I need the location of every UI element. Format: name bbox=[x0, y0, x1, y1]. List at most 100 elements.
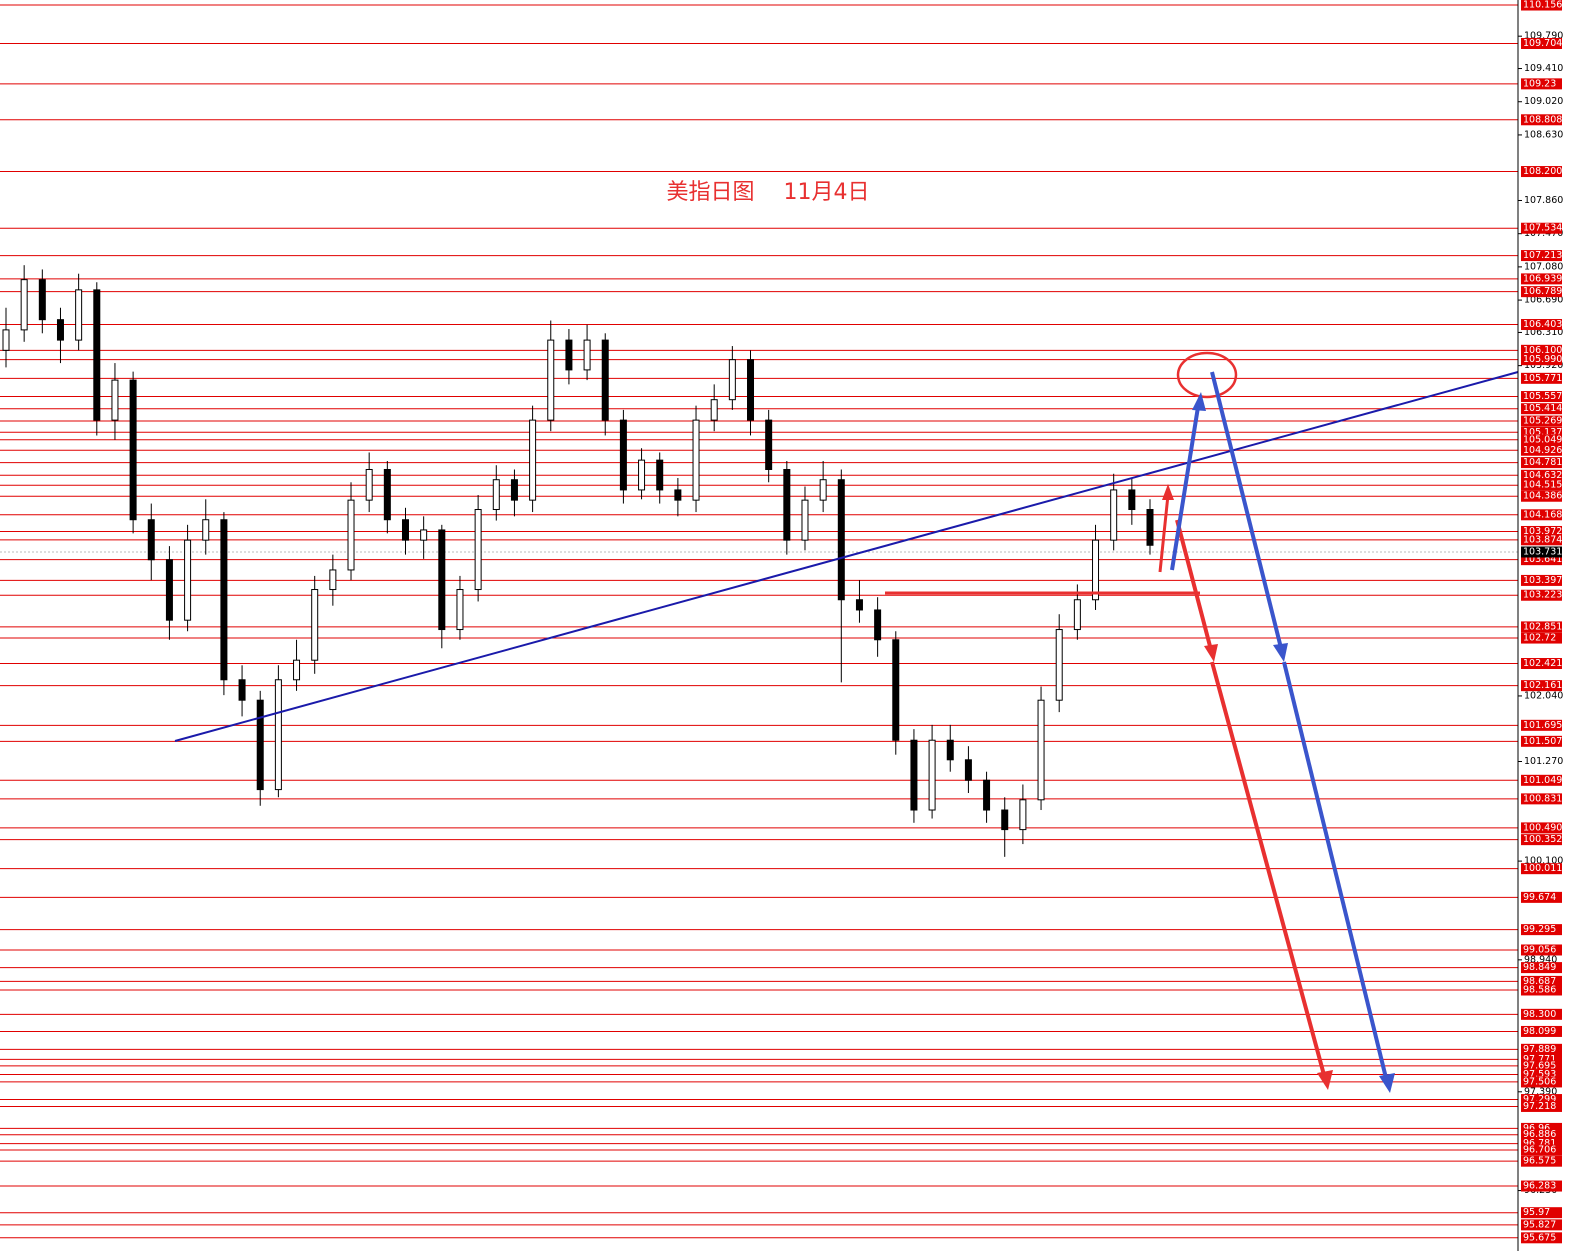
level-label-box bbox=[1521, 479, 1562, 491]
candle-body bbox=[383, 468, 391, 521]
level-label: 104.781 bbox=[1523, 457, 1562, 468]
level-label-box bbox=[1521, 1207, 1562, 1219]
level-label-box bbox=[1521, 1043, 1562, 1055]
level-label-box bbox=[1521, 863, 1562, 875]
level-label: 97.593 bbox=[1523, 1069, 1556, 1080]
level-label-box bbox=[1521, 1008, 1562, 1020]
level-label: 108.200 bbox=[1523, 166, 1562, 177]
candles bbox=[2, 265, 1154, 857]
level-label: 106.789 bbox=[1523, 286, 1562, 297]
level-label-box bbox=[1521, 1094, 1562, 1106]
level-label: 101.507 bbox=[1523, 736, 1562, 747]
arrow-head bbox=[1204, 644, 1218, 662]
level-label-box bbox=[1521, 434, 1562, 446]
level-label: 100.831 bbox=[1523, 793, 1562, 804]
level-label-box bbox=[1521, 924, 1562, 936]
level-label: 96.886 bbox=[1523, 1129, 1556, 1140]
arrow bbox=[1282, 661, 1388, 1079]
level-label: 95.827 bbox=[1523, 1219, 1556, 1230]
candle-body bbox=[293, 659, 301, 681]
candle-body bbox=[964, 759, 972, 781]
level-label-box bbox=[1521, 1138, 1562, 1150]
level-label: 104.168 bbox=[1523, 509, 1562, 520]
level-label-box bbox=[1521, 286, 1562, 298]
level-label: 106.100 bbox=[1523, 345, 1562, 356]
level-label: 104.632 bbox=[1523, 470, 1562, 481]
candle-body bbox=[1128, 489, 1136, 511]
level-label: 107.534 bbox=[1523, 223, 1562, 234]
candle-body bbox=[892, 639, 900, 741]
level-label-box bbox=[1521, 574, 1562, 586]
level-label: 98.300 bbox=[1523, 1009, 1556, 1020]
level-label-box bbox=[1521, 793, 1562, 805]
candle-body bbox=[619, 419, 627, 491]
y-tick-label: 102.040 bbox=[1524, 690, 1563, 701]
candle-body bbox=[583, 339, 591, 371]
candle-body bbox=[311, 589, 319, 661]
candle-body bbox=[510, 479, 518, 501]
level-label: 109.704 bbox=[1523, 38, 1562, 49]
level-label: 96.96 bbox=[1523, 1123, 1550, 1134]
level-label: 97.889 bbox=[1523, 1044, 1556, 1055]
level-label: 106.403 bbox=[1523, 319, 1562, 330]
level-label-box bbox=[1521, 426, 1562, 438]
level-label-box bbox=[1521, 78, 1562, 90]
level-label: 109.23 bbox=[1523, 78, 1556, 89]
candle-body bbox=[1146, 509, 1154, 546]
candle-body bbox=[420, 529, 428, 541]
level-label-box bbox=[1521, 554, 1562, 566]
level-label: 104.386 bbox=[1523, 491, 1562, 502]
candle-body bbox=[801, 499, 809, 541]
level-label-box bbox=[1521, 1155, 1562, 1167]
y-tick-label: 100.100 bbox=[1524, 856, 1563, 867]
level-label-box bbox=[1521, 1144, 1562, 1156]
level-label-box bbox=[1521, 415, 1562, 427]
level-label: 105.414 bbox=[1523, 403, 1562, 414]
candle-body bbox=[238, 679, 246, 701]
level-label: 100.490 bbox=[1523, 822, 1562, 833]
level-label: 105.137 bbox=[1523, 427, 1562, 438]
y-tick-label: 105.920 bbox=[1524, 360, 1563, 371]
level-label-box bbox=[1521, 719, 1562, 731]
level-label-box bbox=[1521, 1076, 1562, 1088]
candle-body bbox=[674, 489, 682, 501]
candle-body bbox=[601, 339, 609, 421]
level-label: 103.972 bbox=[1523, 526, 1562, 537]
y-tick-label: 108.630 bbox=[1524, 129, 1563, 140]
y-tick-label: 106.310 bbox=[1524, 327, 1563, 338]
level-label: 101.695 bbox=[1523, 720, 1562, 731]
level-label: 97.506 bbox=[1523, 1076, 1556, 1087]
level-label-box bbox=[1521, 735, 1562, 747]
candle-body bbox=[129, 379, 137, 521]
level-label: 98.687 bbox=[1523, 976, 1556, 987]
level-label-box bbox=[1521, 962, 1562, 974]
candle-body bbox=[819, 479, 827, 501]
arrow-head bbox=[1317, 1070, 1333, 1090]
level-label-box bbox=[1521, 822, 1562, 834]
candle-body bbox=[928, 739, 936, 811]
candle-body bbox=[1110, 489, 1118, 541]
candle-body bbox=[765, 419, 773, 470]
arrow bbox=[1175, 519, 1213, 651]
y-tick-label: 109.020 bbox=[1524, 96, 1563, 107]
level-label-box bbox=[1521, 834, 1562, 846]
candle-body bbox=[93, 289, 101, 421]
level-label: 96.575 bbox=[1523, 1156, 1556, 1167]
level-label: 99.295 bbox=[1523, 924, 1556, 935]
level-label: 103.641 bbox=[1523, 554, 1562, 565]
level-label: 97.299 bbox=[1523, 1094, 1556, 1105]
candle-body bbox=[692, 419, 700, 501]
level-label-box bbox=[1521, 1100, 1562, 1112]
candle-body bbox=[855, 599, 863, 611]
level-label: 105.771 bbox=[1523, 373, 1562, 384]
level-label: 102.851 bbox=[1523, 621, 1562, 632]
level-label: 97.695 bbox=[1523, 1060, 1556, 1071]
level-label: 100.352 bbox=[1523, 834, 1562, 845]
level-label-box bbox=[1521, 354, 1562, 366]
candle-body bbox=[2, 329, 10, 351]
level-label: 105.269 bbox=[1523, 416, 1562, 427]
annotations bbox=[174, 351, 1519, 1093]
arrow-head bbox=[1162, 484, 1174, 500]
